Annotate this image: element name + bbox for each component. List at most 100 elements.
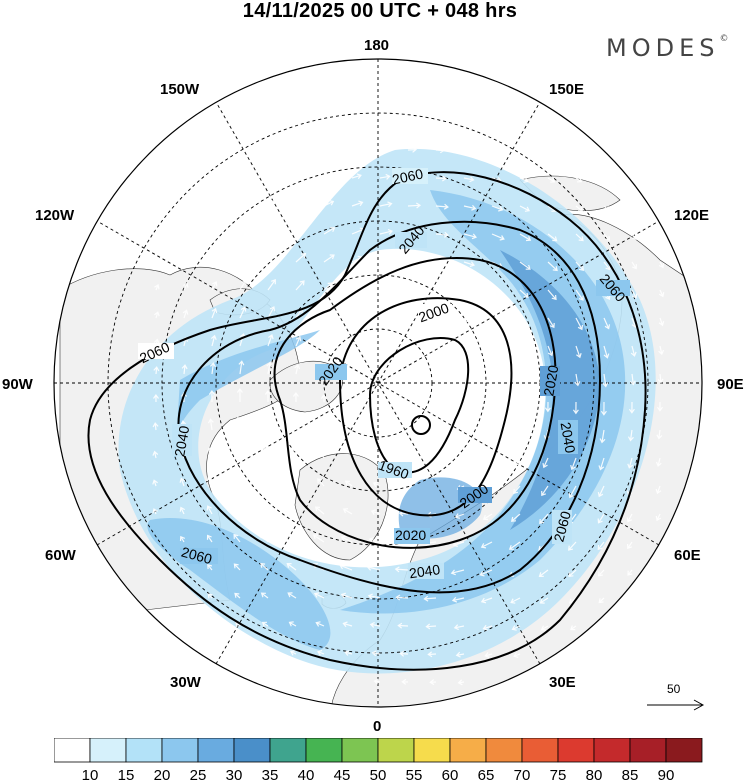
- wind-vector-arrow: [514, 457, 521, 467]
- wind-vector-arrow: [629, 373, 636, 386]
- wind-vector-arrow: [319, 422, 326, 431]
- wind-vector-arrow: [209, 362, 216, 375]
- wind-vector-arrow: [407, 286, 418, 293]
- wind-vector-arrow: [339, 563, 353, 571]
- jet-band-mid: [173, 190, 626, 614]
- wind-vector-arrow: [425, 623, 437, 630]
- wind-vector-arrow: [323, 173, 333, 179]
- colorbar-tick-label: 50: [370, 767, 387, 782]
- wind-vector-arrow: [154, 284, 160, 291]
- wind-vector-arrow: [234, 592, 241, 599]
- wind-vector-arrow: [658, 289, 665, 298]
- wind-vector-arrow: [540, 625, 549, 631]
- colorbar-box: [54, 738, 91, 763]
- lon-label: 0: [373, 718, 381, 735]
- wind-vector-arrow: [463, 147, 473, 154]
- wind-vector-arrow: [491, 345, 497, 353]
- wind-vector-arrow: [627, 429, 634, 442]
- wind-vector-arrow: [351, 200, 364, 207]
- wind-vector-arrow: [602, 373, 609, 388]
- colorbar-box: [557, 738, 595, 763]
- lon-label: 150E: [549, 81, 584, 98]
- wind-vector-arrow: [233, 474, 241, 487]
- wind-vector-arrow: [628, 401, 635, 414]
- wind-vector-arrow: [516, 401, 523, 411]
- wind-vector-arrow: [323, 145, 332, 152]
- wind-vector-arrow: [575, 317, 584, 331]
- lon-label: 180: [364, 37, 389, 54]
- wind-vector-arrow: [295, 200, 305, 207]
- colorbar-tick-label: 70: [514, 767, 531, 782]
- colorbar-box: [233, 738, 271, 763]
- wind-vector-arrow: [152, 479, 158, 487]
- wind-vector-arrow: [519, 261, 531, 270]
- colorbar-box: [341, 738, 379, 763]
- wind-vector-arrow: [295, 146, 303, 152]
- colorbar-tick-label: 30: [226, 767, 243, 782]
- wind-vector-arrow: [450, 569, 465, 576]
- colorbar-box: [161, 738, 199, 763]
- wind-vector-arrow: [575, 261, 584, 271]
- wind-vector-arrow: [379, 173, 391, 180]
- wind-vector-arrow: [482, 624, 493, 631]
- wind-vector-arrow: [484, 652, 493, 658]
- wind-vector-arrow: [315, 621, 325, 627]
- wind-vector-arrow: [323, 200, 335, 207]
- wind-vector-arrow: [210, 334, 217, 347]
- wind-vector-arrow: [451, 596, 465, 603]
- colorbar-box: [269, 738, 307, 763]
- lon-label: 30W: [170, 674, 202, 691]
- wind-vector-arrow: [317, 478, 325, 487]
- wind-vector-arrow: [261, 621, 269, 627]
- wind-vector-arrow: [366, 564, 381, 571]
- wind-vector-arrow: [429, 679, 437, 686]
- wind-vector-arrow: [491, 289, 501, 296]
- wind-vector-arrow: [547, 317, 555, 329]
- wind-vector-arrow: [401, 678, 409, 685]
- wind-vector-arrow: [603, 345, 610, 359]
- wind-vector-arrow: [453, 624, 465, 631]
- wind-vector-arrow: [259, 533, 269, 543]
- wind-vector-arrow: [491, 233, 505, 241]
- wind-vector-arrow: [539, 513, 549, 524]
- wind-vector-arrow: [153, 393, 159, 403]
- map-border: [53, 58, 703, 708]
- wind-vector-arrow: [599, 429, 606, 444]
- colorbar-box: [89, 738, 127, 763]
- wind-vector-arrow: [372, 481, 381, 488]
- wind-vector-arrow: [597, 541, 605, 551]
- lon-label: 90W: [2, 376, 34, 393]
- wind-vector-arrow: [568, 485, 577, 499]
- colorbar-tick-label: 40: [298, 767, 315, 782]
- wind-vector-arrow: [235, 416, 242, 431]
- wind-vector-arrow: [183, 255, 189, 263]
- wind-vector-arrow: [395, 594, 409, 601]
- contour-2000: [338, 297, 513, 517]
- wind-vector-arrow: [295, 252, 307, 263]
- wind-vector-arrow: [323, 338, 329, 347]
- map-title: 14/11/2025 00 UTC + 048 hrs: [242, 0, 518, 22]
- wind-vector-arrow: [544, 401, 551, 413]
- reference-vector: 50: [647, 682, 705, 711]
- wind-vector-arrow: [631, 289, 638, 299]
- wind-vector-arrow: [239, 200, 246, 207]
- wind-vector-arrow: [519, 233, 532, 242]
- wind-vector-arrow: [603, 233, 611, 241]
- wind-vector-arrow: [575, 345, 582, 359]
- wind-vector-arrow: [183, 282, 189, 291]
- wind-vector-arrow: [239, 227, 247, 235]
- wind-vector-arrow: [211, 201, 217, 207]
- wind-vector-arrow: [267, 226, 276, 235]
- colorbar-box: [305, 738, 343, 763]
- wind-vector-arrow: [482, 513, 493, 521]
- wind-vector-arrow: [627, 569, 633, 576]
- wind-vector-arrow: [367, 593, 381, 600]
- wind-vector-arrow: [603, 317, 611, 330]
- wind-vector-arrow: [603, 261, 611, 271]
- wind-vector-arrow: [394, 566, 409, 573]
- wind-vector-arrow: [598, 457, 605, 471]
- wind-vector-arrow: [399, 650, 409, 657]
- brand-copyright: ©: [719, 34, 729, 44]
- colorbar-box: [377, 738, 415, 763]
- wind-vector-arrow: [323, 226, 336, 235]
